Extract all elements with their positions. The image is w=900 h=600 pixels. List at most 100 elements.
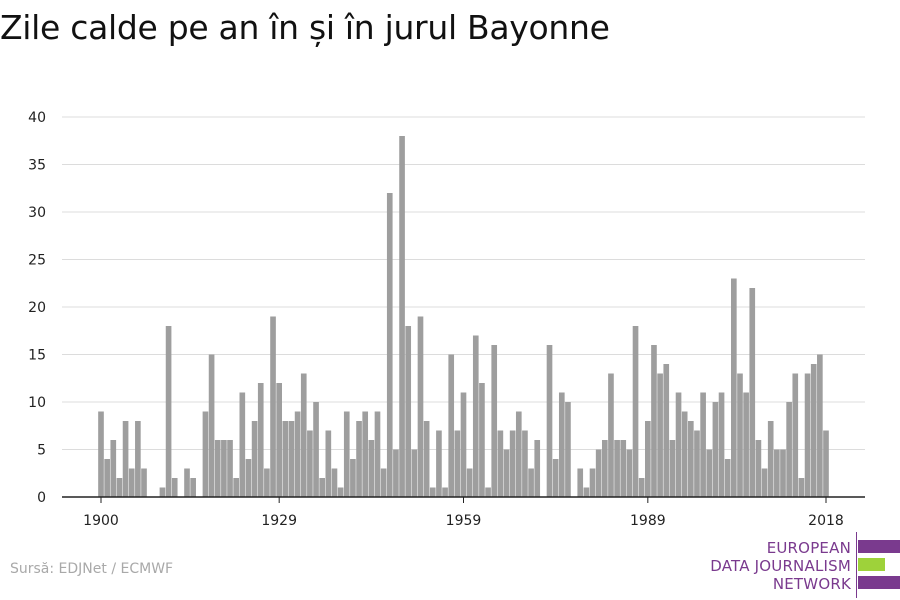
bar-1926	[257, 383, 264, 497]
logo-line-network: NETWORK	[772, 575, 851, 593]
bar-1985	[620, 440, 627, 497]
bar-1949	[399, 136, 405, 497]
bar-2009	[767, 421, 774, 497]
bar-1903	[116, 478, 123, 497]
bar-1990	[651, 345, 657, 497]
bar-1948	[393, 449, 399, 497]
bar-1958	[454, 430, 461, 497]
bar-1968	[515, 411, 522, 497]
bar-1992	[663, 364, 670, 497]
bar-1930	[282, 421, 289, 497]
y-tick-label: 20	[28, 300, 46, 316]
y-tick-label: 15	[28, 348, 46, 364]
bar-1984	[614, 440, 620, 497]
bar-1957	[448, 354, 455, 497]
bar-1947	[386, 193, 393, 497]
bar-1980	[589, 468, 596, 497]
bar-1950	[405, 326, 412, 497]
bar-1993	[669, 440, 676, 497]
bar-1987	[632, 326, 639, 497]
bar-1988	[638, 478, 645, 497]
bar-2010	[774, 449, 780, 497]
bar-1970	[528, 468, 534, 497]
bar-1962	[479, 383, 485, 497]
bar-1955	[436, 430, 442, 497]
bar-2005	[743, 392, 749, 497]
bar-1966	[503, 449, 510, 497]
bar-2011	[780, 449, 786, 497]
bar-1996	[688, 421, 694, 497]
bar-2006	[749, 288, 756, 497]
bar-2018	[823, 430, 829, 497]
bar-2008	[761, 468, 768, 497]
bar-1922	[233, 478, 239, 497]
bar-1965	[497, 430, 504, 497]
x-tick-label: 2018	[808, 513, 844, 529]
y-tick-label: 40	[28, 110, 46, 126]
bar-1991	[657, 373, 663, 497]
bar-1994	[675, 392, 682, 497]
bar-1920	[221, 440, 227, 497]
x-tick-label: 1959	[446, 513, 482, 529]
bar-chart: 0 5 10 15 20 25 30 35 40 1900 1929 1959 1989 2018	[28, 110, 865, 529]
y-axis-tick-labels: 0 5 10 15 20 25 30 35 40	[28, 110, 46, 506]
bar-1931	[288, 421, 295, 497]
bar-1940	[343, 411, 350, 497]
bar-1967	[509, 430, 516, 497]
bar-2003	[731, 278, 737, 497]
logo-divider	[856, 532, 857, 598]
bar-1935	[313, 402, 319, 497]
bar-1963	[485, 487, 491, 497]
y-tick-label: 35	[28, 158, 46, 174]
chart-title: Zile calde pe an în și în jurul Bayonne	[0, 8, 610, 47]
bar-1975	[558, 392, 565, 497]
bar-1982	[601, 440, 608, 497]
bar-2017	[817, 354, 823, 497]
logo-line-data-journalism: DATA JOURNALISM	[710, 557, 851, 575]
bar-2000	[712, 402, 719, 497]
bar-1906	[135, 421, 141, 497]
bar-2013	[792, 373, 799, 497]
bar-1964	[491, 345, 498, 497]
bar-1929	[276, 383, 282, 497]
bar-1902	[110, 440, 117, 497]
bar-1969	[522, 430, 528, 497]
bar-1932	[294, 411, 301, 497]
bar-1912	[171, 478, 178, 497]
bar-1944	[368, 440, 375, 497]
x-tick-label: 1929	[261, 513, 297, 529]
x-tick-label: 1989	[630, 513, 666, 529]
y-tick-label: 5	[37, 443, 46, 459]
bar-1979	[583, 487, 590, 497]
bar-2012	[786, 402, 792, 497]
bar-1936	[319, 478, 326, 497]
bar-1995	[681, 411, 688, 497]
bar-1960	[466, 468, 473, 497]
bar-1943	[362, 411, 369, 497]
bar-1918	[208, 354, 215, 497]
bar-1952	[417, 316, 424, 497]
bar-1914	[184, 468, 190, 497]
bar-1941	[350, 459, 356, 497]
source-credit: Sursă: EDJNet / ECMWF	[10, 561, 174, 577]
bar-1904	[122, 421, 129, 497]
bar-1981	[595, 449, 602, 497]
bar-1911	[165, 326, 172, 497]
logo-bar-purple-bottom	[858, 576, 900, 589]
bar-2014	[798, 478, 805, 497]
y-tick-label: 30	[28, 205, 46, 221]
edjnet-logo: EUROPEAN DATA JOURNALISM NETWORK	[700, 530, 900, 600]
bar-1925	[251, 421, 258, 497]
bar-1951	[411, 449, 418, 497]
bar-1954	[429, 487, 436, 497]
bar-1989	[645, 421, 651, 497]
logo-bar-green	[858, 558, 885, 571]
bar-1917	[202, 411, 209, 497]
y-tick-label: 0	[37, 490, 46, 506]
x-tick-label: 1900	[83, 513, 119, 529]
bar-2007	[755, 440, 762, 497]
bar-1905	[128, 468, 135, 497]
bar-1939	[337, 487, 344, 497]
bar-1959	[460, 392, 467, 497]
logo-bar-purple-top	[858, 540, 900, 553]
